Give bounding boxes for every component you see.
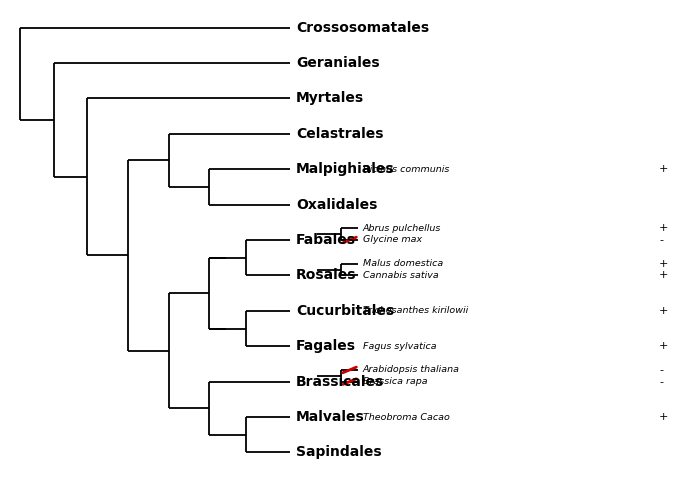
Text: Arabidopsis thaliana: Arabidopsis thaliana (363, 365, 460, 374)
Text: Brassicales: Brassicales (296, 374, 384, 389)
Text: +: + (659, 164, 668, 174)
Text: Theobroma Cacao: Theobroma Cacao (363, 412, 450, 421)
Text: +: + (659, 223, 668, 233)
Text: Brassica rapa: Brassica rapa (363, 377, 427, 386)
Text: -: - (659, 365, 663, 375)
Text: Cucurbitales: Cucurbitales (296, 304, 394, 318)
Text: -: - (659, 235, 663, 245)
Text: -: - (659, 377, 663, 386)
Text: +: + (659, 341, 668, 351)
Text: Abrus pulchellus: Abrus pulchellus (363, 224, 441, 233)
Text: Sapindales: Sapindales (296, 445, 382, 459)
Text: +: + (659, 412, 668, 422)
Text: Trichosanthes kirilowii: Trichosanthes kirilowii (363, 306, 468, 315)
Text: Cannabis sativa: Cannabis sativa (363, 271, 438, 280)
Text: Ricinus communis: Ricinus communis (363, 165, 449, 174)
Text: +: + (659, 259, 668, 269)
Text: Celastrales: Celastrales (296, 127, 383, 141)
Text: Malpighiales: Malpighiales (296, 162, 394, 176)
Text: Geraniales: Geraniales (296, 56, 380, 70)
Text: +: + (659, 306, 668, 316)
Text: Crossosomatales: Crossosomatales (296, 21, 429, 35)
Text: Fabales: Fabales (296, 233, 356, 247)
Text: Fagales: Fagales (296, 339, 356, 353)
Text: Fagus sylvatica: Fagus sylvatica (363, 342, 436, 351)
Text: Glycine max: Glycine max (363, 236, 422, 244)
Text: +: + (659, 270, 668, 280)
Text: Malus domestica: Malus domestica (363, 259, 443, 268)
Text: Rosales: Rosales (296, 268, 356, 282)
Text: Myrtales: Myrtales (296, 91, 364, 106)
Text: Malvales: Malvales (296, 410, 364, 424)
Text: Oxalidales: Oxalidales (296, 198, 377, 212)
